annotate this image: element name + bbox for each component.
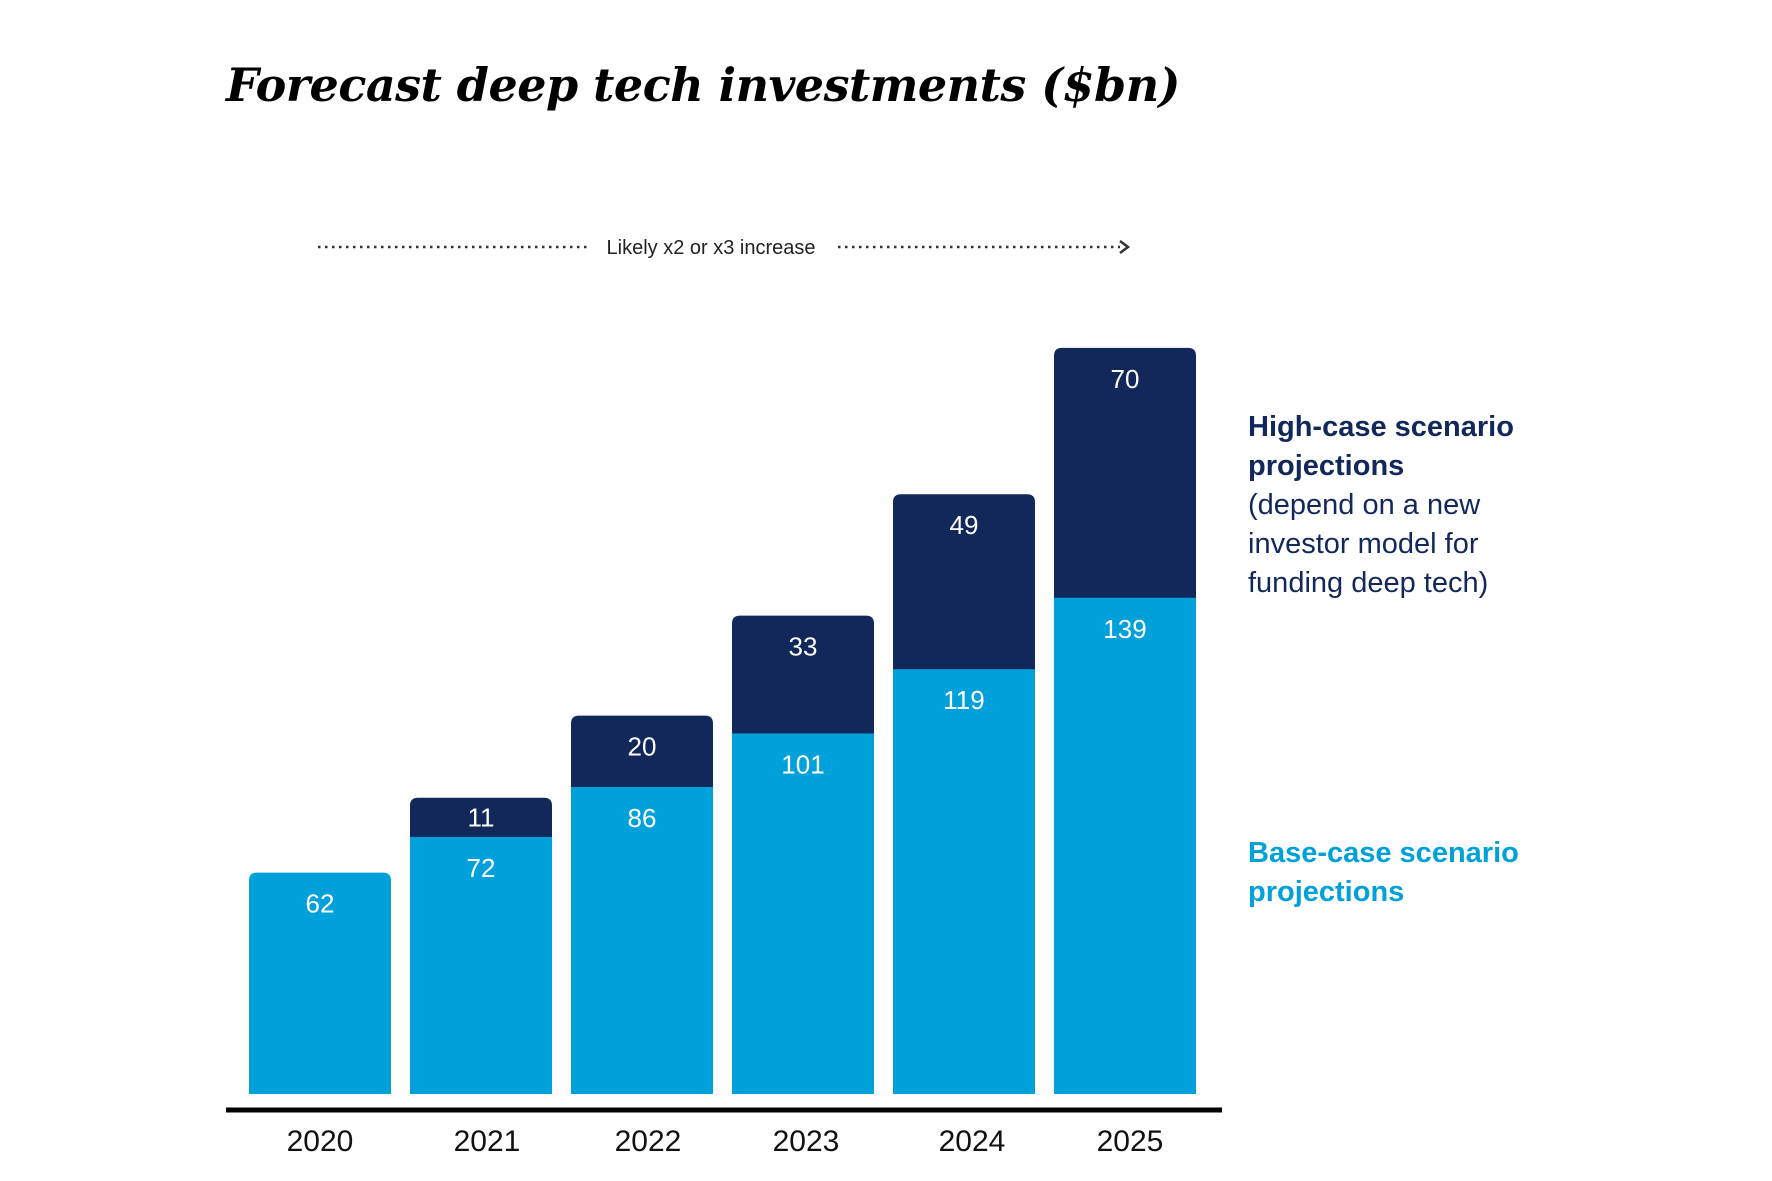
value-labels-group: 62 72 11 86 20 101 33 119 49 139 70 xyxy=(306,364,1147,919)
legend-base-title: Base-case scenario projections xyxy=(1248,837,1519,908)
bar-base-2020 xyxy=(249,872,391,1094)
value-label-base-2023: 101 xyxy=(781,749,824,779)
chart-title: Forecast deep tech investments ($bn) xyxy=(226,58,1180,112)
value-label-high-2025: 70 xyxy=(1111,364,1140,394)
value-label-base-2024: 119 xyxy=(943,685,984,715)
x-tick-label-2021: 2021 xyxy=(454,1125,521,1158)
x-tick-label-2023: 2023 xyxy=(773,1125,840,1158)
annotation-arrowhead-icon xyxy=(1119,240,1131,254)
value-label-high-2022: 20 xyxy=(628,732,657,762)
value-label-base-2021: 72 xyxy=(467,853,496,883)
legend-high-note: (depend on a new investor model for fund… xyxy=(1248,489,1489,599)
value-label-high-2023: 33 xyxy=(789,632,818,662)
x-axis: 2020 2021 2022 2023 2024 2025 xyxy=(226,1107,1222,1158)
value-label-base-2025: 139 xyxy=(1103,614,1146,644)
bar-base-2024 xyxy=(893,669,1035,1094)
bars-group xyxy=(249,347,1196,1094)
x-tick-label-2022: 2022 xyxy=(615,1125,682,1158)
x-tick-label-2024: 2024 xyxy=(939,1125,1006,1158)
value-label-base-2022: 86 xyxy=(628,803,657,833)
value-label-high-2021: 11 xyxy=(468,802,495,832)
value-label-high-2024: 49 xyxy=(950,510,979,540)
x-tick-label-2025: 2025 xyxy=(1097,1125,1164,1158)
bar-base-2023 xyxy=(732,733,874,1094)
legend-base-case: Base-case scenario projections xyxy=(1248,834,1578,912)
bar-base-2021 xyxy=(410,836,552,1094)
bar-base-2025 xyxy=(1054,597,1196,1094)
x-tick-label-2020: 2020 xyxy=(287,1125,354,1158)
legend-high-case: High-case scenario projections (depend o… xyxy=(1248,408,1578,603)
bar-base-2022 xyxy=(571,786,713,1094)
legend-high-title: High-case scenario projections xyxy=(1248,411,1514,482)
value-label-base-2020: 62 xyxy=(306,889,335,919)
increase-annotation: Likely x2 or x3 increase xyxy=(318,237,1131,259)
annotation-label: Likely x2 or x3 increase xyxy=(607,237,816,259)
